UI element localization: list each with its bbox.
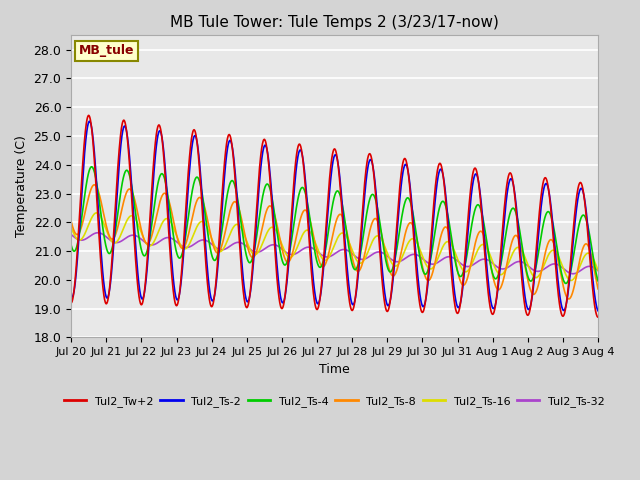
Tul2_Tw+2 — [350, 304, 358, 310]
Tul2_Ts-32 — [67, 232, 75, 238]
Tul2_Ts-16 — [594, 267, 602, 273]
Tul2_Ts-32 — [362, 256, 369, 262]
Tul2_Ts-32 — [350, 252, 358, 258]
Tul2_Tw+2 — [85, 112, 93, 118]
Tul2_Ts-4 — [88, 164, 95, 169]
Tul2_Ts-32 — [569, 271, 577, 276]
Tul2_Ts-8 — [350, 261, 358, 266]
Tul2_Ts-4 — [350, 265, 358, 271]
Tul2_Ts-16 — [67, 224, 75, 230]
Tul2_Ts-16 — [350, 252, 358, 257]
Tul2_Ts-4 — [214, 249, 222, 255]
Tul2_Tw+2 — [488, 310, 495, 316]
Tul2_Ts-4 — [548, 215, 556, 221]
Line: Tul2_Ts-32: Tul2_Ts-32 — [71, 233, 598, 274]
Line: Tul2_Ts-8: Tul2_Ts-8 — [71, 185, 598, 299]
Tul2_Ts-32 — [594, 268, 602, 274]
X-axis label: Time: Time — [319, 362, 350, 375]
Tul2_Ts-8 — [594, 286, 602, 292]
Tul2_Ts-2 — [563, 301, 570, 307]
Tul2_Ts-8 — [563, 293, 570, 299]
Tul2_Ts-2 — [214, 258, 222, 264]
Title: MB Tule Tower: Tule Temps 2 (3/23/17-now): MB Tule Tower: Tule Temps 2 (3/23/17-now… — [170, 15, 499, 30]
Tul2_Tw+2 — [362, 174, 369, 180]
Tul2_Ts-2 — [594, 308, 602, 313]
Tul2_Tw+2 — [563, 301, 570, 307]
Tul2_Ts-8 — [214, 250, 222, 255]
Tul2_Ts-2 — [67, 293, 75, 299]
Tul2_Ts-8 — [565, 296, 573, 302]
Tul2_Tw+2 — [214, 249, 222, 255]
Tul2_Ts-16 — [548, 248, 556, 253]
Tul2_Ts-32 — [488, 260, 495, 265]
Tul2_Ts-4 — [563, 280, 570, 286]
Tul2_Ts-16 — [214, 248, 222, 254]
Tul2_Ts-32 — [214, 246, 222, 252]
Tul2_Ts-8 — [67, 218, 75, 224]
Text: MB_tule: MB_tule — [79, 44, 134, 58]
Tul2_Ts-16 — [93, 210, 100, 216]
Tul2_Ts-4 — [67, 242, 75, 248]
Legend: Tul2_Tw+2, Tul2_Ts-2, Tul2_Ts-4, Tul2_Ts-8, Tul2_Ts-16, Tul2_Ts-32: Tul2_Tw+2, Tul2_Ts-2, Tul2_Ts-4, Tul2_Ts… — [60, 391, 609, 411]
Tul2_Ts-32 — [94, 230, 102, 236]
Tul2_Tw+2 — [67, 300, 75, 306]
Line: Tul2_Ts-2: Tul2_Ts-2 — [71, 121, 598, 311]
Tul2_Ts-32 — [548, 262, 556, 267]
Tul2_Ts-8 — [90, 182, 98, 188]
Line: Tul2_Ts-4: Tul2_Ts-4 — [71, 167, 598, 283]
Tul2_Ts-16 — [563, 273, 570, 278]
Line: Tul2_Tw+2: Tul2_Tw+2 — [71, 115, 598, 317]
Line: Tul2_Ts-16: Tul2_Ts-16 — [71, 213, 598, 280]
Tul2_Ts-32 — [563, 268, 570, 274]
Tul2_Ts-4 — [362, 220, 369, 226]
Tul2_Ts-16 — [567, 277, 575, 283]
Tul2_Ts-4 — [594, 278, 602, 284]
Tul2_Ts-8 — [488, 268, 495, 274]
Tul2_Ts-2 — [488, 302, 495, 308]
Tul2_Ts-2 — [548, 209, 556, 215]
Tul2_Ts-8 — [362, 249, 369, 255]
Tul2_Ts-2 — [362, 187, 369, 192]
Tul2_Ts-4 — [488, 267, 495, 273]
Y-axis label: Temperature (C): Temperature (C) — [15, 135, 28, 237]
Tul2_Ts-2 — [350, 301, 358, 307]
Tul2_Ts-4 — [562, 280, 570, 286]
Tul2_Ts-2 — [86, 119, 93, 124]
Tul2_Tw+2 — [594, 314, 602, 320]
Tul2_Ts-16 — [362, 255, 369, 261]
Tul2_Ts-8 — [548, 237, 556, 243]
Tul2_Tw+2 — [548, 215, 556, 221]
Tul2_Ts-16 — [488, 256, 495, 262]
